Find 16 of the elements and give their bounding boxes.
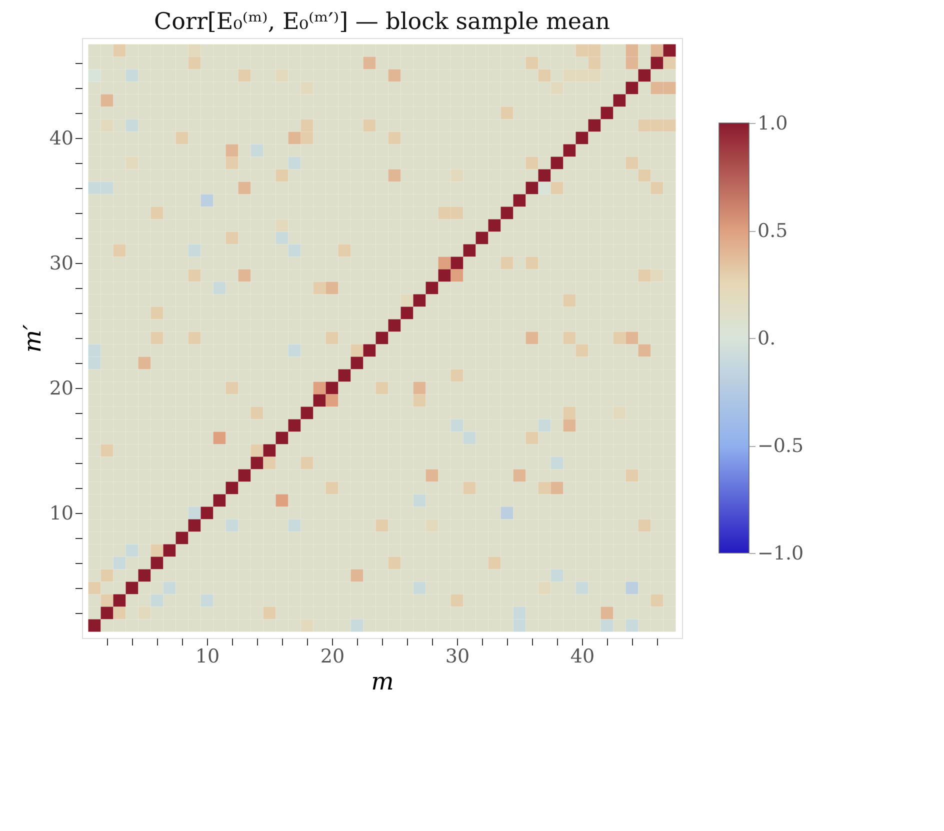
color-bar-label: −1.0: [758, 542, 804, 564]
color-bar-label: 0.5: [758, 220, 788, 242]
chart-title: Corr[E₀⁽ᵐ⁾, E₀⁽ᵐ′⁾] — block sample mean: [154, 9, 610, 35]
y-tick-label: 20: [49, 378, 74, 400]
color-bar-label: 0.: [758, 328, 776, 350]
x-tick-label: 20: [320, 646, 345, 668]
x-axis-title: m: [371, 668, 394, 696]
y-tick-label: 40: [49, 128, 74, 150]
x-tick-label: 40: [570, 646, 595, 668]
x-tick-label: 10: [195, 646, 220, 668]
color-bar-label: −0.5: [758, 435, 804, 457]
x-tick-label: 30: [445, 646, 470, 668]
y-tick-label: 10: [49, 502, 74, 524]
y-axis-title: m′: [18, 324, 46, 353]
color-bar-label: 1.0: [758, 112, 788, 134]
y-tick-label: 30: [49, 252, 74, 274]
